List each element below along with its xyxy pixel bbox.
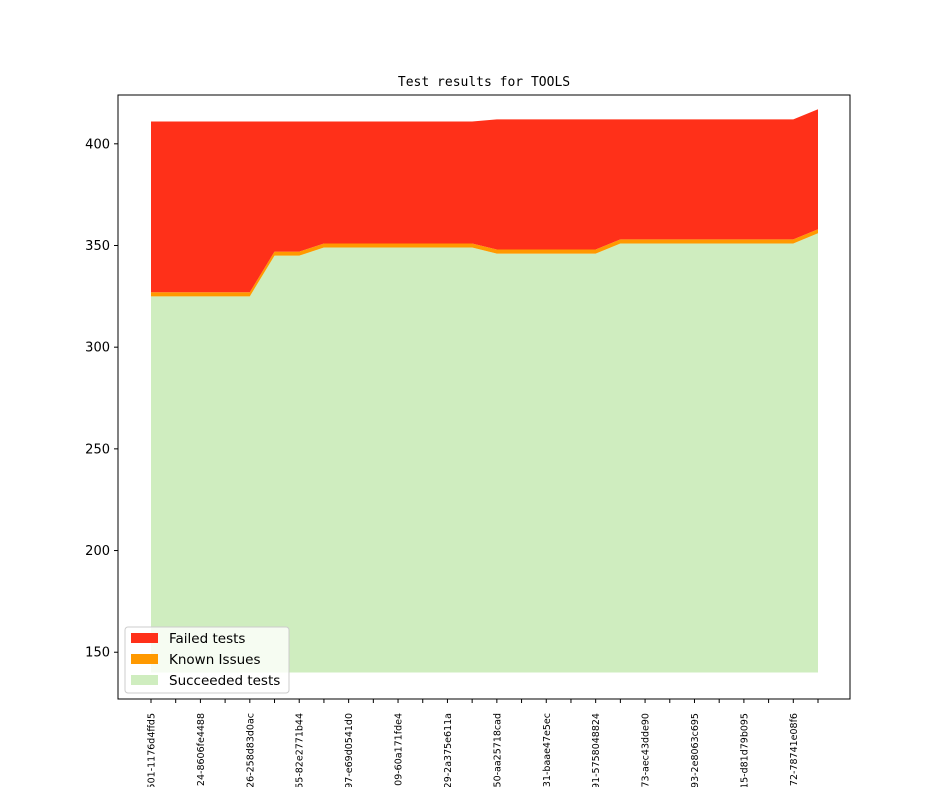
y-tick-label: 350 xyxy=(85,239,110,254)
legend-label: Succeeded tests xyxy=(169,673,280,689)
area-failed-tests xyxy=(151,109,818,293)
series-areas xyxy=(151,109,818,673)
x-axis: 501-1176d4ffd5 24-8606fe4488 26-258d83d0ac… xyxy=(147,699,819,787)
x-tick-label: 09-60a171fde4 xyxy=(394,713,405,786)
x-tick-label: 501-1176d4ffd5 xyxy=(147,713,158,787)
x-tick-label: 93-2e8063c695 xyxy=(690,713,701,787)
y-tick-label: 200 xyxy=(85,544,110,559)
y-tick-label: 250 xyxy=(85,442,110,457)
area-known-issues xyxy=(151,229,818,297)
x-tick-label: 26-258d83d0ac xyxy=(245,713,256,787)
legend-box xyxy=(124,626,290,694)
legend-label: Known Issues xyxy=(169,652,261,668)
chart-title: Test results for TOOLS xyxy=(398,75,570,90)
y-tick-label: 300 xyxy=(85,341,110,356)
x-tick-label: 55-82e2771b44 xyxy=(295,713,306,787)
x-tick-label: 15-d81d79b095 xyxy=(739,713,750,787)
x-tick-label: 73-aec43dde90 xyxy=(641,713,652,787)
x-tick-label: 29-2a375e611a xyxy=(443,713,454,787)
y-tick-label: 400 xyxy=(85,137,110,152)
x-tick-label: 97-e69d0541d0 xyxy=(344,713,355,787)
x-tick-label: 91-5758048824 xyxy=(591,713,602,787)
legend: Failed tests Known Issues Succeeded tests xyxy=(124,626,290,694)
x-tick-label: 50-aa25718cad xyxy=(492,713,503,787)
legend-swatch xyxy=(131,633,158,643)
x-tick-label: 24-8606fe4488 xyxy=(196,713,207,786)
y-axis: 150 200 250 300 350 400 xyxy=(85,137,118,661)
legend-swatch xyxy=(131,654,158,664)
x-tick-label: 72-78741e08f6 xyxy=(789,713,800,786)
plot-frame xyxy=(117,94,851,700)
legend-swatch xyxy=(131,675,158,685)
x-tick-label: 31-baae47e5ec xyxy=(542,713,553,787)
legend-label: Failed tests xyxy=(169,631,245,647)
area-succeeded-tests xyxy=(151,233,818,673)
y-tick-label: 150 xyxy=(85,646,110,661)
